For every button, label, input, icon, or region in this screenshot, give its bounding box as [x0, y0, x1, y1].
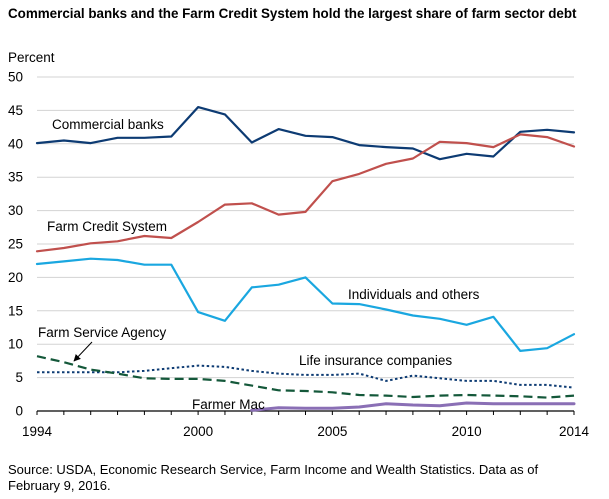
y-axis-label: Percent [8, 50, 55, 65]
series-line-individuals-and-others [35, 257, 576, 352]
y-tick-label: 15 [8, 303, 23, 318]
x-tick-label: 1994 [22, 424, 53, 439]
series-label-farmer-mac: Farmer Mac [192, 397, 265, 412]
series-line-farmer-mac [250, 401, 576, 412]
x-tick-label: 2000 [183, 424, 213, 439]
y-tick-label: 40 [8, 136, 23, 151]
series-labels: Commercial banks Farm Credit System Indivi… [38, 117, 480, 412]
y-tick-label: 45 [8, 103, 23, 118]
x-tick-label: 2005 [317, 424, 347, 439]
y-tick-label: 25 [8, 237, 23, 252]
y-tick-label: 20 [8, 270, 23, 285]
series-label-commercial-banks: Commercial banks [52, 117, 164, 132]
series-label-individuals-and-others: Individuals and others [348, 287, 480, 302]
series-lines [35, 105, 576, 412]
series-line-commercial-banks [35, 105, 576, 161]
y-tick-label: 10 [8, 337, 23, 352]
source-line-2: February 9, 2016. [8, 478, 111, 493]
y-tick-label: 50 [8, 70, 23, 85]
series-line-life-insurance-companies [37, 364, 575, 389]
y-tick-label: 5 [15, 370, 23, 385]
annotation-arrow [73, 341, 93, 362]
source-note: Source: USDA, Economic Research Service,… [8, 462, 598, 494]
y-tick-label: 30 [8, 203, 23, 218]
y-tick-label: 35 [8, 170, 23, 185]
series-label-farm-service-agency: Farm Service Agency [38, 325, 167, 340]
line-chart: Percent 0 5 10 15 20 25 30 35 40 45 50 1994 2000 2005… [8, 50, 590, 440]
source-line-1: Source: USDA, Economic Research Service,… [8, 462, 539, 477]
series-line-farm-credit-system [35, 133, 576, 253]
series-label-life-insurance-companies: Life insurance companies [299, 353, 452, 368]
axes: 0 5 10 15 20 25 30 35 40 45 50 1994 2000 2005 2010 2014 [8, 70, 590, 440]
series-label-farm-credit-system: Farm Credit System [47, 219, 167, 234]
chart-title: Commercial banks and the Farm Credit Sys… [8, 6, 577, 21]
y-tick-label: 0 [15, 404, 23, 419]
x-tick-label: 2010 [452, 424, 482, 439]
x-tick-label: 2014 [559, 424, 590, 439]
series-line-farm-service-agency [36, 355, 575, 399]
